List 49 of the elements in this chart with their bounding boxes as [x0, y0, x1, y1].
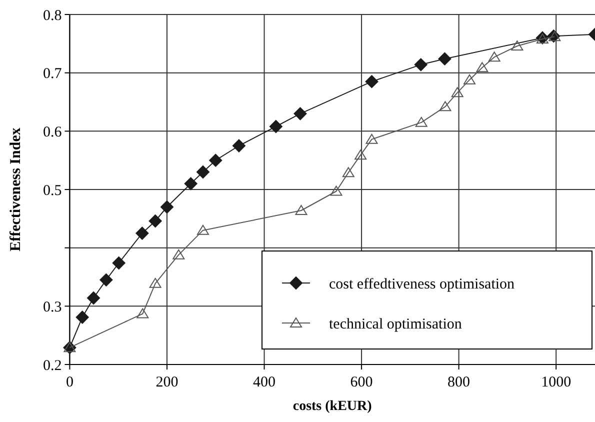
point — [209, 154, 222, 167]
y-tick-label: 0.8 — [42, 8, 62, 24]
point — [330, 186, 342, 196]
point — [87, 292, 100, 304]
point — [136, 226, 149, 240]
point — [294, 107, 307, 120]
legend-label: technical optimisation — [329, 316, 462, 332]
point — [196, 166, 210, 178]
point — [536, 34, 548, 44]
point — [76, 310, 89, 324]
x-tick-label: 0 — [66, 374, 74, 390]
point — [100, 273, 113, 286]
point — [160, 200, 174, 214]
point — [136, 308, 149, 318]
point — [365, 75, 378, 88]
point — [488, 52, 500, 62]
x-tick-label: 800 — [448, 374, 470, 390]
point — [366, 134, 378, 144]
point — [148, 214, 162, 228]
point — [415, 116, 428, 127]
point — [172, 249, 185, 260]
point — [232, 139, 246, 152]
y-axis-title: Effectiveness Index — [8, 127, 24, 252]
point — [476, 62, 488, 72]
point — [295, 205, 308, 215]
x-tick-label: 1000 — [541, 374, 572, 390]
point — [451, 87, 464, 98]
point — [184, 177, 198, 190]
legend-label: cost effedtiveness optimisation — [329, 276, 516, 292]
point — [149, 278, 162, 288]
point — [438, 52, 452, 66]
point — [464, 74, 476, 84]
point — [414, 58, 428, 72]
y-tick-label: 0.2 — [42, 358, 62, 374]
x-axis-title: costs (kEUR) — [292, 399, 372, 414]
x-tick-label: 200 — [156, 374, 178, 390]
point — [112, 256, 126, 270]
point — [511, 40, 524, 50]
y-tick-label: 0.6 — [42, 124, 62, 140]
point — [439, 101, 452, 112]
point — [342, 167, 354, 178]
x-tick-label: 600 — [350, 374, 373, 390]
point — [196, 224, 209, 235]
y-tick-label: 0.7 — [42, 66, 62, 82]
y-tick-label: 0.3 — [42, 299, 62, 316]
y-tick-label: 0.5 — [42, 182, 62, 199]
point — [269, 120, 282, 133]
point — [354, 150, 367, 160]
x-tick-label: 400 — [253, 374, 276, 390]
